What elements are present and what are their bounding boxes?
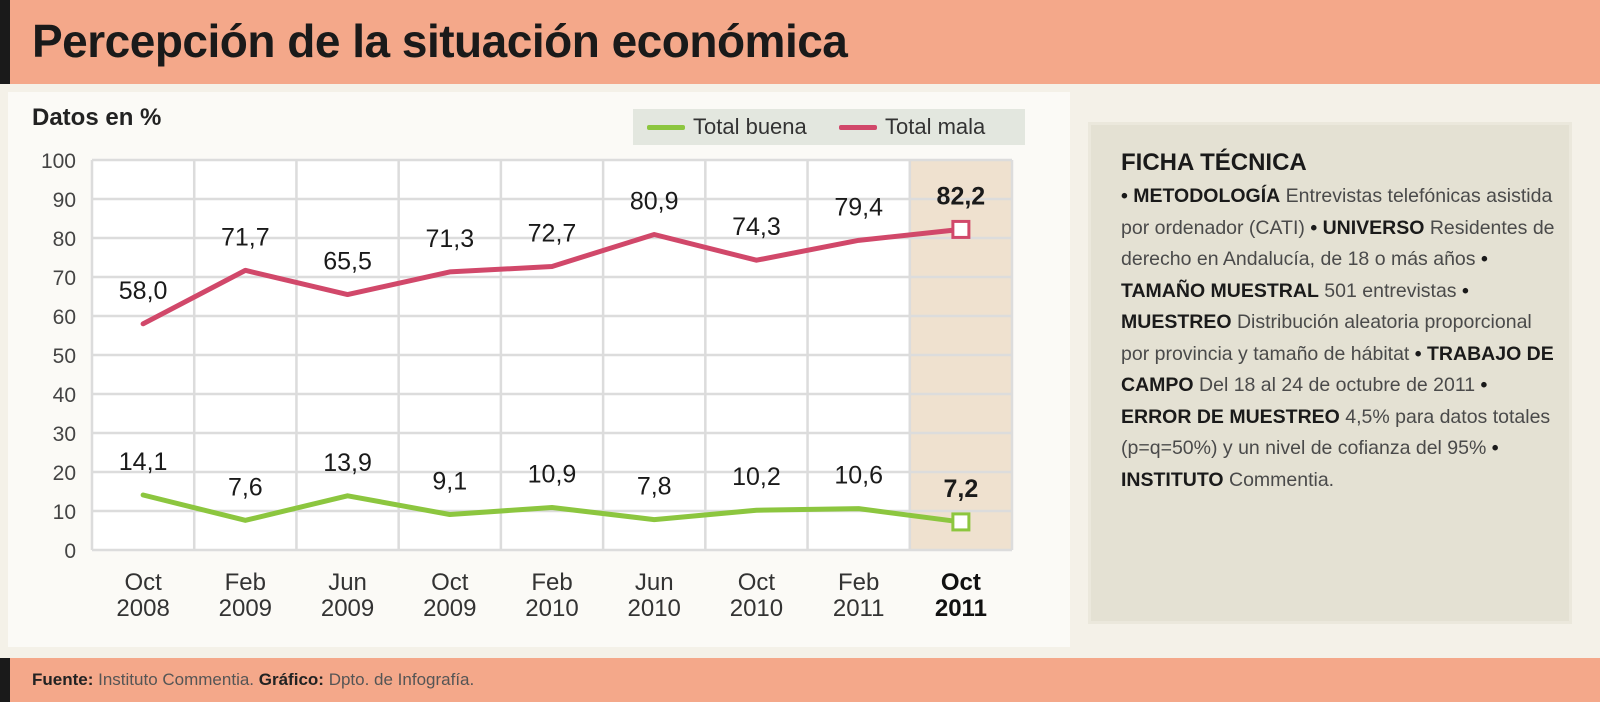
- ficha-item-label: TRABAJO DE CAMPO: [1121, 342, 1554, 397]
- ficha-item-label: UNIVERSO: [1322, 216, 1425, 239]
- legend-swatch-total-mala: [839, 124, 877, 130]
- ficha-item-label: INSTITUTO: [1121, 468, 1224, 491]
- x-tick-label-year: 2011: [833, 595, 885, 622]
- ficha-item-text: Residentes de derecho en Andalucía, de 1…: [1121, 216, 1555, 271]
- ficha-body: • METODOLOGÍA Entrevistas telefónicas as…: [1121, 181, 1561, 496]
- data-label: 74,3: [732, 213, 781, 241]
- data-label: 82,2: [937, 182, 986, 210]
- footer-credits: Fuente: Instituto Commentia. Gráfico: Dp…: [32, 670, 474, 690]
- x-tick-label-year: 2009: [321, 595, 374, 622]
- y-tick-label: 0: [64, 540, 76, 563]
- data-label: 10,2: [732, 463, 781, 491]
- data-label: 7,8: [637, 473, 672, 501]
- y-tick-label: 70: [53, 267, 76, 290]
- ficha-bullet: •: [1461, 279, 1469, 302]
- data-label: 14,1: [119, 448, 168, 476]
- x-tick-label-year: 2010: [730, 595, 783, 622]
- x-tick-label-year: 2009: [219, 595, 272, 622]
- x-tick-label-month: Oct: [431, 569, 469, 596]
- footer-bar: Fuente: Instituto Commentia. Gráfico: Dp…: [0, 658, 1600, 702]
- data-label: 7,6: [228, 473, 263, 501]
- header-bar: Percepción de la situación económica: [0, 0, 1600, 84]
- ficha-item: • UNIVERSO Residentes de derecho en Anda…: [1121, 217, 1555, 271]
- ficha-bullet: •: [1121, 185, 1128, 207]
- y-tick-label: 60: [53, 306, 76, 329]
- ficha-item-text: Entrevistas telefónicas asistida por ord…: [1121, 185, 1553, 239]
- legend-label-total-mala: Total mala: [885, 114, 986, 139]
- ficha-bullet: •: [1480, 374, 1488, 396]
- x-tick-label-month: Feb: [838, 569, 879, 596]
- footer-source-value: Instituto Commentia.: [98, 670, 255, 689]
- line-chart: 0102030405060708090100Oct2008Feb2009Jun2…: [41, 150, 1014, 622]
- ficha-item-label: TAMAÑO MUESTRAL: [1121, 279, 1319, 302]
- ficha-item-label: MUESTREO: [1121, 311, 1232, 333]
- x-tick-label-month: Feb: [225, 569, 266, 596]
- series-line-total-buena: [140, 492, 964, 525]
- data-label: 80,9: [630, 187, 679, 215]
- ficha-bullet: •: [1414, 342, 1422, 365]
- footer-graphic-value: Dpto. de Infografía.: [328, 670, 475, 689]
- data-label: 9,1: [432, 468, 467, 496]
- ficha-item: • MUESTREO Distribución aleatoria propor…: [1121, 280, 1532, 365]
- ficha-item-text: Del 18 al 24 de octubre de 2011: [1199, 374, 1476, 396]
- chart-subtitle: Datos en %: [32, 104, 162, 131]
- x-tick-label-month: Oct: [738, 569, 776, 596]
- y-tick-label: 20: [53, 462, 76, 485]
- data-label: 10,6: [834, 462, 883, 490]
- y-tick-label: 10: [53, 501, 76, 524]
- footer-graphic-label: Gráfico:: [258, 670, 324, 689]
- ficha-item-label: ERROR DE MUESTREO: [1121, 405, 1340, 428]
- ficha-item: • TRABAJO DE CAMPO Del 18 al 24 de octub…: [1121, 343, 1554, 397]
- x-tick-label-year: 2008: [116, 595, 169, 622]
- ficha-item: • ERROR DE MUESTREO 4,5% para datos tota…: [1121, 374, 1550, 459]
- legend-item-total-buena: Total buena: [647, 109, 807, 145]
- y-tick-label: 50: [53, 345, 76, 368]
- ficha-tecnica-box: FICHA TÉCNICA • METODOLOGÍA Entrevistas …: [1088, 122, 1572, 624]
- ficha-item-text: Distribución aleatoria proporcional por …: [1121, 311, 1532, 365]
- ficha-bullet: •: [1480, 248, 1488, 270]
- ficha-bullet: •: [1310, 216, 1318, 239]
- ficha-title: FICHA TÉCNICA: [1121, 149, 1307, 176]
- y-tick-label: 30: [53, 423, 76, 446]
- ficha-bullet: •: [1491, 437, 1499, 459]
- data-label: 79,4: [834, 193, 883, 221]
- data-label: 58,0: [119, 277, 168, 305]
- y-tick-label: 100: [41, 150, 76, 173]
- x-tick-label-month: Oct: [124, 569, 162, 596]
- series-line-total-mala: [140, 226, 964, 327]
- data-label: 10,9: [528, 460, 577, 488]
- y-tick-label: 90: [53, 189, 76, 212]
- data-point-marker: [951, 219, 971, 239]
- footer-source-label: Fuente:: [32, 670, 94, 689]
- x-tick-label-year: 2009: [423, 595, 476, 622]
- data-point-marker: [951, 512, 971, 532]
- page-title: Percepción de la situación económica: [32, 15, 848, 67]
- chart-legend: Total buena Total mala: [633, 109, 1025, 145]
- data-label: 72,7: [528, 219, 577, 247]
- ficha-item-text: 501 entrevistas: [1324, 279, 1457, 302]
- ficha-item: • METODOLOGÍA Entrevistas telefónicas as…: [1121, 185, 1552, 239]
- x-tick-label-month: Feb: [531, 569, 572, 596]
- data-label: 71,3: [425, 225, 474, 253]
- data-label: 71,7: [221, 223, 270, 251]
- ficha-item-text: Commentia.: [1228, 468, 1335, 491]
- data-label: 7,2: [944, 475, 979, 503]
- x-tick-label-year: 2010: [525, 595, 578, 622]
- data-label: 65,5: [323, 248, 372, 276]
- ficha-item-label: METODOLOGÍA: [1133, 185, 1281, 207]
- legend-item-total-mala: Total mala: [839, 109, 985, 145]
- ficha-item-text: 4,5% para datos totales (p=q=50%) y un n…: [1121, 405, 1551, 460]
- data-label: 13,9: [323, 449, 372, 477]
- x-tick-label-month: Jun: [635, 569, 674, 596]
- x-tick-label-month: Oct: [941, 569, 981, 596]
- y-tick-label: 80: [53, 228, 76, 251]
- x-tick-label-month: Jun: [328, 569, 367, 596]
- x-tick-label-year: 2011: [935, 595, 987, 622]
- ficha-item: • TAMAÑO MUESTRAL 501 entrevistas: [1121, 248, 1488, 302]
- x-tick-label-year: 2010: [628, 595, 681, 622]
- legend-swatch-total-buena: [647, 124, 685, 130]
- ficha-item: • INSTITUTO Commentia.: [1121, 437, 1499, 491]
- legend-label-total-buena: Total buena: [693, 114, 807, 139]
- y-tick-label: 40: [53, 384, 76, 407]
